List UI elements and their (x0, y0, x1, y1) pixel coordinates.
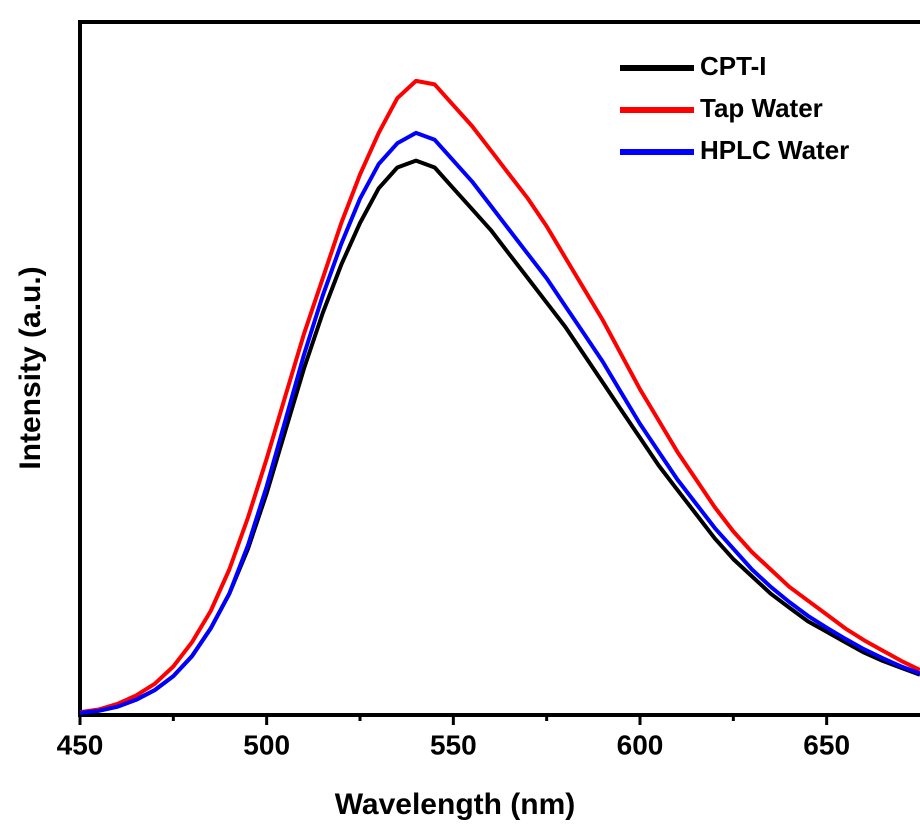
y-axis-label: Intensity (a.u.) (14, 266, 47, 469)
x-tick-label: 600 (617, 729, 664, 760)
series-line (79, 130, 920, 715)
x-tick-label: 450 (57, 729, 104, 760)
x-tick-label: 650 (803, 729, 850, 760)
x-tick-label: 550 (430, 729, 477, 760)
x-axis-label: Wavelength (nm) (335, 788, 576, 821)
legend-label: Tap Water (700, 93, 823, 123)
axis-frame (78, 20, 920, 717)
series-line (79, 158, 920, 715)
legend-label: CPT-I (700, 51, 766, 81)
legend-label: HPLC Water (700, 135, 849, 165)
series-line (79, 78, 920, 715)
x-tick-label: 500 (243, 729, 290, 760)
